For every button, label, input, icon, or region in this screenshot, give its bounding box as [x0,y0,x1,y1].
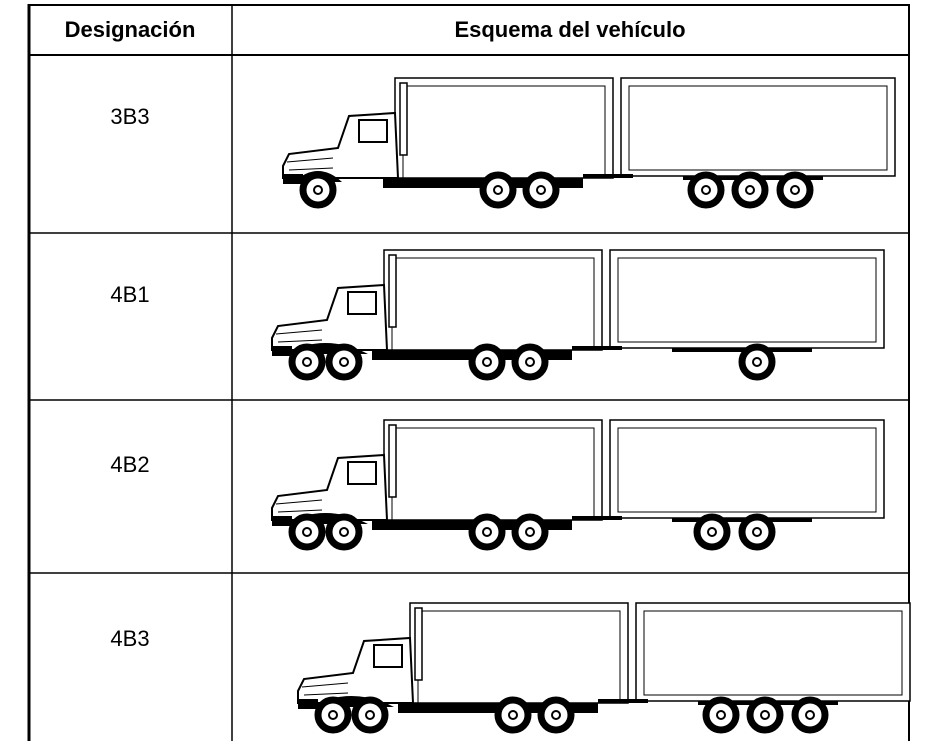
header-cell: Esquema del vehículo [454,17,685,42]
designation: 4B2 [110,452,149,477]
bumper [272,346,292,356]
trailer-box [383,419,603,521]
bumper [298,699,318,709]
hub [302,527,312,537]
hub [313,185,323,195]
cab-window [347,461,377,485]
exhaust [414,607,423,681]
hub [339,527,349,537]
trailer-box [635,602,911,702]
hub [365,710,375,720]
hub [707,527,717,537]
trailer-box [409,602,629,704]
hub [536,185,546,195]
hub [525,527,535,537]
coupling [572,346,622,350]
trailer-box [394,77,614,179]
hub [805,710,815,720]
trailer-box [620,77,896,177]
trailer-inner [617,257,877,343]
designation: 4B1 [110,282,149,307]
hub [493,185,503,195]
trailer-frame [672,348,812,352]
hub [328,710,338,720]
designation: 3B3 [110,104,149,129]
truck-diagram [271,419,885,551]
coupling [598,699,648,703]
truck-diagram [282,77,896,209]
hub [760,710,770,720]
bumper [283,174,303,184]
coupling [583,174,633,178]
trailer-box [609,249,885,349]
hood-lines [286,157,334,171]
hub [716,710,726,720]
hub [302,357,312,367]
trailer-box [383,249,603,351]
hub [482,527,492,537]
exhaust [388,254,397,328]
cab-window [358,119,388,143]
truck-diagram [271,249,885,381]
hub [701,185,711,195]
hub [551,710,561,720]
cab-window [347,291,377,315]
exhaust [399,82,408,156]
table-grid [27,4,910,741]
cab-window [373,644,403,668]
hub [525,357,535,367]
hub [482,357,492,367]
hub [790,185,800,195]
hood-lines [275,499,323,513]
trailer-inner [643,610,903,696]
hub [752,357,762,367]
hood-lines [275,329,323,343]
hub [339,357,349,367]
header-cell: Designación [65,17,196,42]
coupling [572,516,622,520]
hub [745,185,755,195]
trailer-inner [628,85,888,171]
exhaust [388,424,397,498]
designation: 4B3 [110,626,149,651]
hood-lines [301,682,349,696]
bumper [272,516,292,526]
trailer-inner [617,427,877,513]
trailer-box [609,419,885,519]
truck-diagram [297,602,911,734]
trailer-frame [672,518,812,522]
hub [508,710,518,720]
hub [752,527,762,537]
